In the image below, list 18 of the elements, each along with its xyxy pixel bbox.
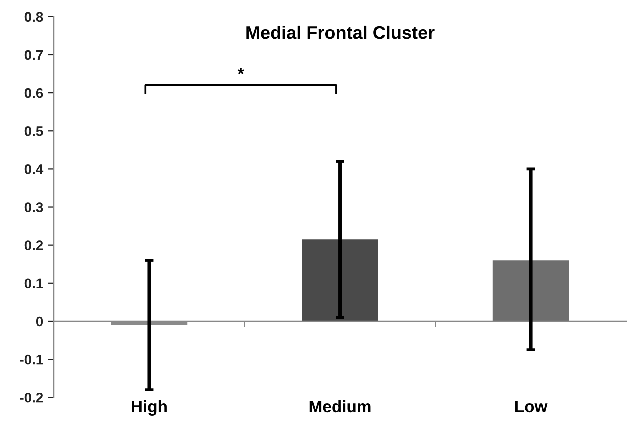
x-tick-label: High <box>132 400 167 416</box>
y-tick-label: 0.1 <box>24 278 44 289</box>
y-tick-label: 0.5 <box>24 126 44 136</box>
y-tick-label: -0.2 <box>20 392 44 403</box>
x-tick-label: Low <box>516 401 548 413</box>
y-tick-label: 0.6 <box>24 88 44 98</box>
bar <box>302 240 378 322</box>
y-tick-label: 0.8 <box>24 12 44 22</box>
y-tick-label: -0.1 <box>20 354 44 365</box>
bar <box>492 260 570 322</box>
annotation: * <box>238 68 244 74</box>
x-tick-label: Medium <box>310 400 371 413</box>
y-tick-label: 0.4 <box>24 164 44 174</box>
chart-title: Medial Frontal Cluster <box>246 26 435 40</box>
y-tick-label: 0.7 <box>24 50 44 60</box>
y-tick-label: 0.2 <box>24 240 44 251</box>
y-tick-label: 0.3 <box>24 202 44 212</box>
y-tick-label: 0 <box>36 316 44 327</box>
